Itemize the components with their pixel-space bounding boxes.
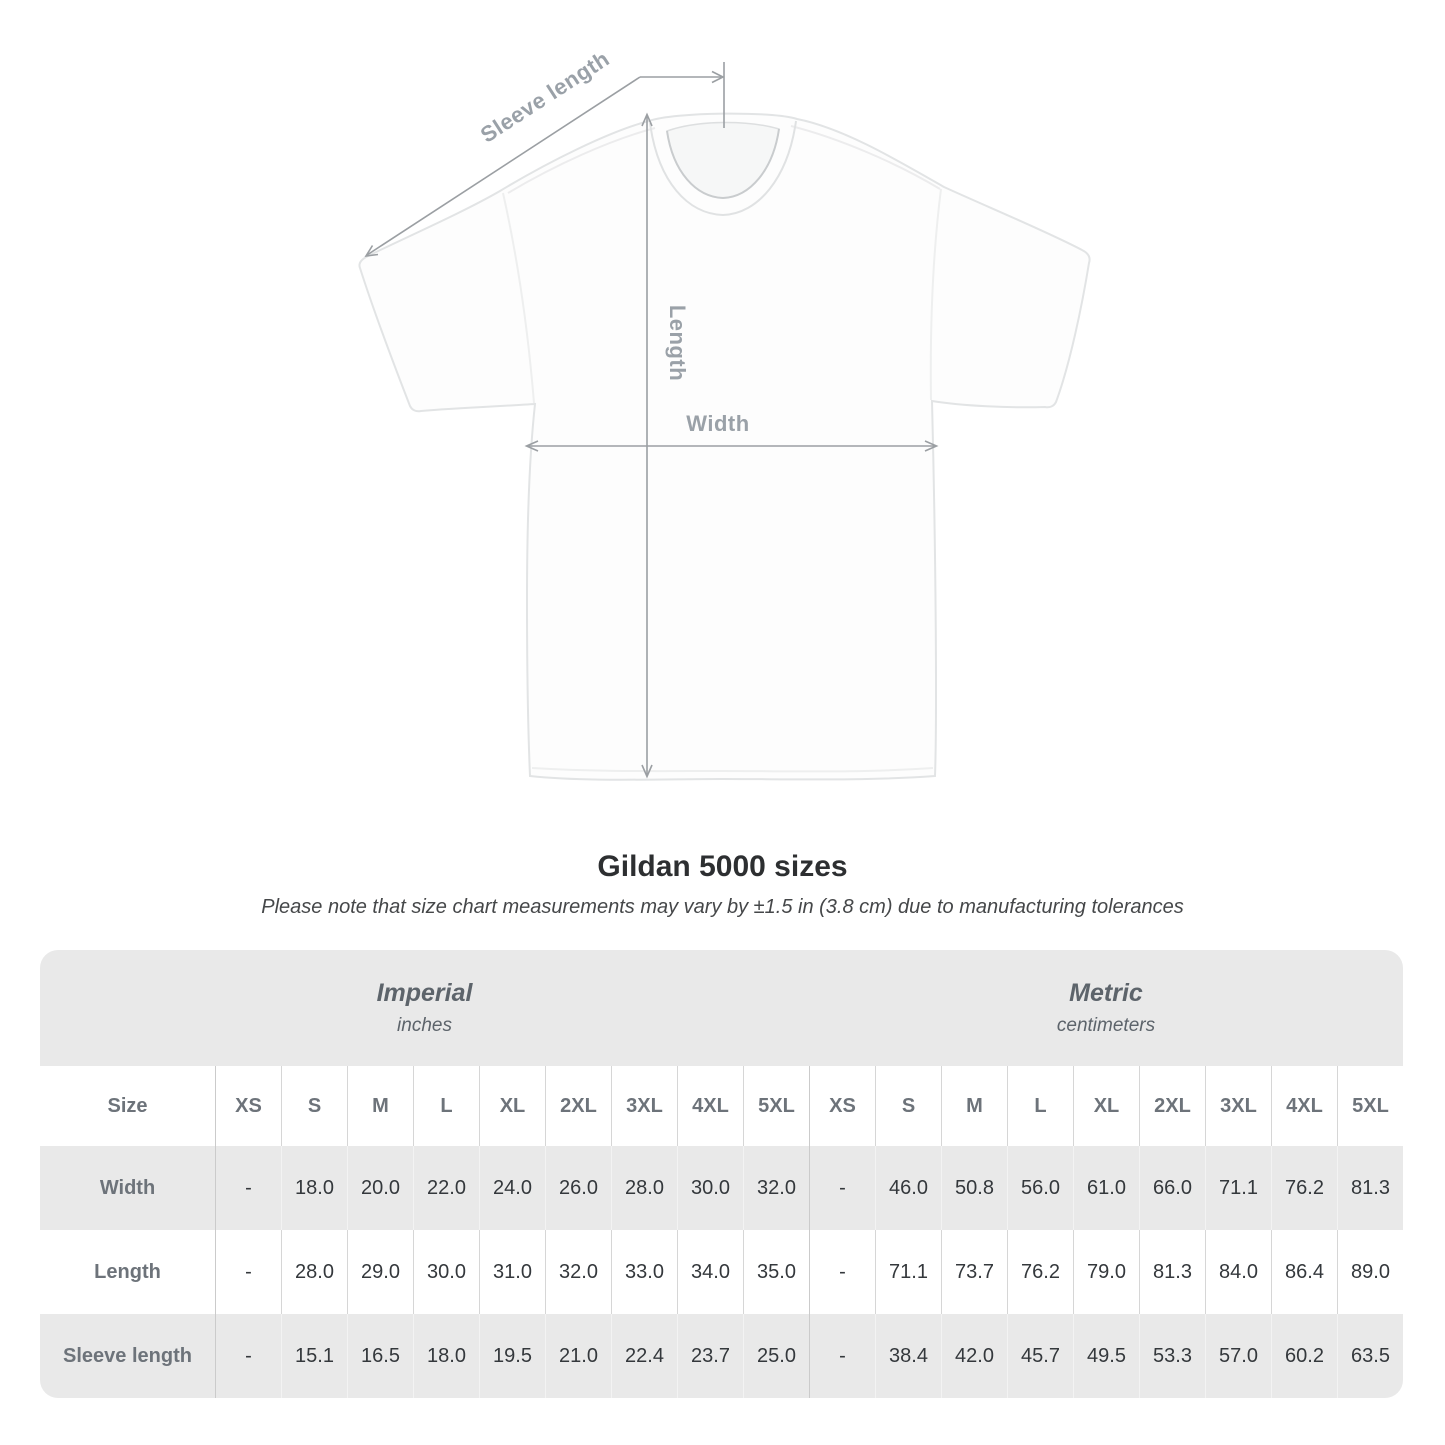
collar — [649, 120, 797, 217]
measurement-value-metric: - — [809, 1230, 875, 1314]
size-col-header-metric-5XL: 5XL — [1337, 1066, 1403, 1146]
measurement-value-imperial: 33.0 — [611, 1230, 677, 1314]
measurement-value-imperial: 28.0 — [281, 1230, 347, 1314]
metric-group-name: Metric — [1069, 979, 1143, 1007]
row-label: Width — [40, 1146, 215, 1230]
measurement-value-imperial: 21.0 — [545, 1314, 611, 1398]
size-col-header-imperial-5XL: 5XL — [743, 1066, 809, 1146]
sleeve-length-arrow — [364, 62, 725, 258]
measurement-value-metric: 79.0 — [1073, 1230, 1139, 1314]
measurement-value-metric: 86.4 — [1271, 1230, 1337, 1314]
measurement-value-metric: 38.4 — [875, 1314, 941, 1398]
size-col-header-imperial-3XL: 3XL — [611, 1066, 677, 1146]
measurement-value-metric: 76.2 — [1007, 1230, 1073, 1314]
measurement-value-imperial: 30.0 — [677, 1146, 743, 1230]
width-arrow — [524, 440, 939, 452]
measurement-value-imperial: 26.0 — [545, 1146, 611, 1230]
measurement-value-metric: 50.8 — [941, 1146, 1007, 1230]
measurement-value-metric: 81.3 — [1139, 1230, 1205, 1314]
size-col-header-imperial-2XL: 2XL — [545, 1066, 611, 1146]
measurement-value-imperial: 22.4 — [611, 1314, 677, 1398]
measurement-value-metric: - — [809, 1314, 875, 1398]
measurement-value-metric: 81.3 — [1337, 1146, 1403, 1230]
measurement-value-imperial: 15.1 — [281, 1314, 347, 1398]
size-col-header-imperial-L: L — [413, 1066, 479, 1146]
tolerance-note: Please note that size chart measurements… — [261, 896, 1184, 918]
measurement-value-imperial: 34.0 — [677, 1230, 743, 1314]
measurement-value-imperial: 20.0 — [347, 1146, 413, 1230]
size-col-header-metric-XS: XS — [809, 1066, 875, 1146]
measurement-value-imperial: - — [215, 1314, 281, 1398]
metric-group-unit: centimeters — [1056, 1015, 1156, 1036]
measurement-value-metric: - — [809, 1146, 875, 1230]
measurement-value-metric: 60.2 — [1271, 1314, 1337, 1398]
measurement-value-metric: 66.0 — [1139, 1146, 1205, 1230]
measurement-value-metric: 63.5 — [1337, 1314, 1403, 1398]
measurement-value-imperial: - — [215, 1230, 281, 1314]
measurement-value-imperial: 18.0 — [281, 1146, 347, 1230]
measurement-value-metric: 46.0 — [875, 1146, 941, 1230]
measurement-value-imperial: 29.0 — [347, 1230, 413, 1314]
measurement-value-imperial: 22.0 — [413, 1146, 479, 1230]
measurement-value-imperial: 28.0 — [611, 1146, 677, 1230]
measurement-value-imperial: 35.0 — [743, 1230, 809, 1314]
measurement-value-imperial: 32.0 — [743, 1146, 809, 1230]
measurement-value-metric: 89.0 — [1337, 1230, 1403, 1314]
measurement-value-imperial: 31.0 — [479, 1230, 545, 1314]
size-col-header-imperial-S: S — [281, 1066, 347, 1146]
length-label: Length — [665, 305, 690, 381]
size-table: Imperial inches Metric centimeters Size X… — [40, 950, 1403, 1398]
size-row-header: Size — [40, 1066, 215, 1146]
measurement-value-metric: 61.0 — [1073, 1146, 1139, 1230]
measurement-value-imperial: 16.5 — [347, 1314, 413, 1398]
measurement-value-imperial: 30.0 — [413, 1230, 479, 1314]
measurement-value-metric: 76.2 — [1271, 1146, 1337, 1230]
imperial-group-unit: inches — [397, 1015, 452, 1036]
size-col-header-imperial-XS: XS — [215, 1066, 281, 1146]
tshirt-diagram: Sleeve length Length Width — [358, 46, 1091, 781]
row-label: Sleeve length — [40, 1314, 215, 1398]
measurement-value-metric: 42.0 — [941, 1314, 1007, 1398]
page-title: Gildan 5000 sizes — [597, 850, 848, 883]
imperial-group-name: Imperial — [376, 979, 473, 1007]
measurement-value-metric: 56.0 — [1007, 1146, 1073, 1230]
measurement-value-metric: 71.1 — [1205, 1146, 1271, 1230]
size-col-header-metric-S: S — [875, 1066, 941, 1146]
measurement-value-imperial: 23.7 — [677, 1314, 743, 1398]
size-col-header-imperial-XL: XL — [479, 1066, 545, 1146]
size-col-header-imperial-4XL: 4XL — [677, 1066, 743, 1146]
measurement-value-metric: 49.5 — [1073, 1314, 1139, 1398]
row-label: Length — [40, 1230, 215, 1314]
size-col-header-metric-XL: XL — [1073, 1066, 1139, 1146]
size-col-header-metric-L: L — [1007, 1066, 1073, 1146]
sleeve-length-label: Sleeve length — [476, 46, 614, 148]
size-col-header-metric-M: M — [941, 1066, 1007, 1146]
imperial-group-header: Imperial inches — [40, 950, 809, 1066]
measurement-value-metric: 71.1 — [875, 1230, 941, 1314]
measurement-value-imperial: 32.0 — [545, 1230, 611, 1314]
size-col-header-metric-4XL: 4XL — [1271, 1066, 1337, 1146]
measurement-value-imperial: 19.5 — [479, 1314, 545, 1398]
metric-group-header: Metric centimeters — [809, 950, 1403, 1066]
measurement-value-metric: 73.7 — [941, 1230, 1007, 1314]
measurement-value-imperial: 24.0 — [479, 1146, 545, 1230]
measurement-value-imperial: 18.0 — [413, 1314, 479, 1398]
measurement-value-imperial: 25.0 — [743, 1314, 809, 1398]
size-col-header-imperial-M: M — [347, 1066, 413, 1146]
size-col-header-metric-2XL: 2XL — [1139, 1066, 1205, 1146]
width-label: Width — [686, 411, 749, 436]
measurement-value-metric: 45.7 — [1007, 1314, 1073, 1398]
measurement-value-imperial: - — [215, 1146, 281, 1230]
measurement-value-metric: 84.0 — [1205, 1230, 1271, 1314]
measurement-value-metric: 53.3 — [1139, 1314, 1205, 1398]
measurement-value-metric: 57.0 — [1205, 1314, 1271, 1398]
size-col-header-metric-3XL: 3XL — [1205, 1066, 1271, 1146]
